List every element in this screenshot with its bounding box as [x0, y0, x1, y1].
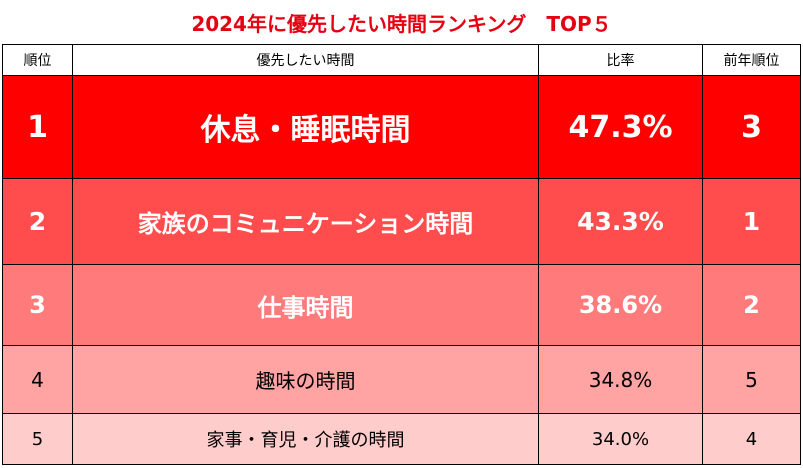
previous-rank-cell: 4: [702, 413, 801, 465]
rank-cell: 5: [2, 413, 73, 465]
previous-rank-cell: 2: [702, 264, 801, 346]
ranking-table: 順位 優先したい時間 比率 前年順位 1 休息・睡眠時間 47.3% 3 2 家…: [2, 44, 801, 465]
ratio-cell: 43.3%: [538, 178, 703, 265]
time-name-cell: 家族のコミュニケーション時間: [72, 178, 539, 265]
header-previous-rank: 前年順位: [702, 44, 801, 76]
table-header-row: 順位 優先したい時間 比率 前年順位: [2, 44, 801, 76]
time-name-cell: 家事・育児・介護の時間: [72, 413, 539, 465]
rank-cell: 1: [2, 75, 73, 179]
header-priority-time: 優先したい時間: [72, 44, 539, 76]
time-name-cell: 趣味の時間: [72, 345, 539, 414]
ratio-cell: 34.8%: [538, 345, 703, 414]
previous-rank-cell: 5: [702, 345, 801, 414]
table-row: 5 家事・育児・介護の時間 34.0% 4: [2, 413, 801, 465]
ratio-cell: 47.3%: [538, 75, 703, 179]
previous-rank-cell: 1: [702, 178, 801, 265]
table-row: 4 趣味の時間 34.8% 5: [2, 345, 801, 414]
header-ratio: 比率: [538, 44, 703, 76]
rank-cell: 4: [2, 345, 73, 414]
table-row: 1 休息・睡眠時間 47.3% 3: [2, 75, 801, 179]
previous-rank-cell: 3: [702, 75, 801, 179]
table-row: 2 家族のコミュニケーション時間 43.3% 1: [2, 178, 801, 265]
time-name-cell: 仕事時間: [72, 264, 539, 346]
table-row: 3 仕事時間 38.6% 2: [2, 264, 801, 346]
rank-cell: 3: [2, 264, 73, 346]
ratio-cell: 34.0%: [538, 413, 703, 465]
ratio-cell: 38.6%: [538, 264, 703, 346]
time-name-cell: 休息・睡眠時間: [72, 75, 539, 179]
header-rank: 順位: [2, 44, 73, 76]
rank-cell: 2: [2, 178, 73, 265]
ranking-title: 2024年に優先したい時間ランキング TOP５: [191, 11, 612, 36]
